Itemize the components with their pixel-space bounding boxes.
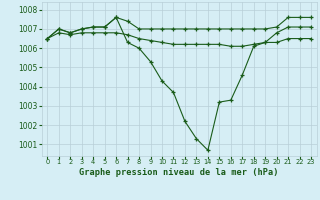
X-axis label: Graphe pression niveau de la mer (hPa): Graphe pression niveau de la mer (hPa) xyxy=(79,168,279,177)
